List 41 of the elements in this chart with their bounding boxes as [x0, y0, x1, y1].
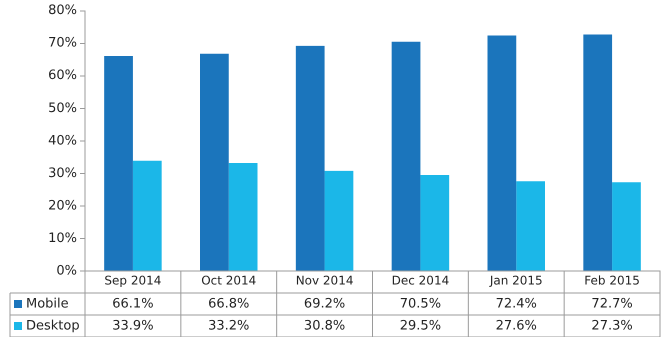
y-tick-label: 30%: [48, 166, 77, 181]
bar: [420, 175, 450, 270]
bar: [612, 182, 641, 270]
bar: [104, 56, 133, 270]
bar: [296, 46, 325, 270]
y-tick-label: 10%: [48, 230, 77, 246]
data-label: 27.3%: [591, 318, 633, 334]
data-label: 66.8%: [208, 296, 250, 312]
y-tick-label: 50%: [48, 100, 77, 116]
y-tick-label: 40%: [48, 133, 77, 148]
y-tick-label: 70%: [48, 36, 77, 51]
y-tick-label: 20%: [48, 198, 77, 214]
data-label: 72.7%: [591, 296, 633, 312]
data-label: 33.2%: [208, 318, 250, 334]
legend-label: Desktop: [26, 318, 80, 334]
bar: [228, 163, 258, 270]
data-label: 66.1%: [112, 296, 154, 312]
data-label: 29.5%: [400, 318, 442, 334]
data-label: 30.8%: [304, 318, 346, 334]
bar: [200, 54, 229, 270]
data-label: 70.5%: [400, 296, 442, 312]
data-label: 72.4%: [496, 296, 537, 312]
bar: [488, 36, 516, 270]
y-tick-label: 80%: [48, 3, 77, 18]
x-tick-label: Sep 2014: [104, 273, 162, 288]
bar: [324, 170, 354, 270]
x-tick-label: Jan 2015: [488, 273, 543, 288]
y-tick-label: 60%: [48, 68, 77, 84]
x-tick-label: Feb 2015: [584, 273, 640, 288]
bar: [132, 160, 162, 270]
x-tick-label: Oct 2014: [201, 273, 256, 288]
bar: [583, 34, 612, 270]
x-tick-label: Dec 2014: [392, 273, 450, 288]
y-tick-label: 0%: [56, 263, 77, 278]
data-label: 69.2%: [304, 296, 346, 312]
data-label: 27.6%: [496, 318, 537, 334]
bar: [516, 181, 545, 270]
x-tick-label: Nov 2014: [296, 273, 354, 288]
legend-label: Mobile: [26, 296, 69, 312]
bar: [392, 42, 420, 270]
data-label: 33.9%: [112, 318, 154, 334]
